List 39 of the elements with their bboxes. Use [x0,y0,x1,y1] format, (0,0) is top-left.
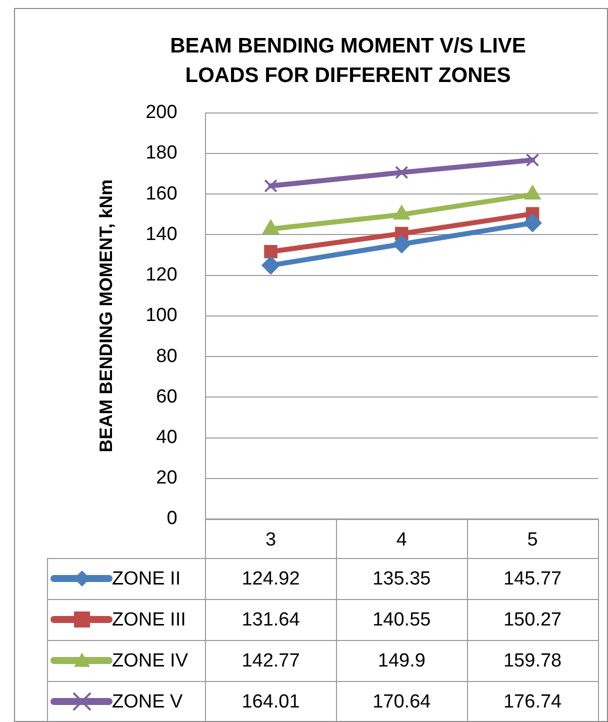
y-tick-label: 20 [156,468,178,489]
point [394,166,408,180]
legend-label: ZONE III [112,610,186,631]
y-tick-label: 120 [146,264,178,286]
data-label: 164.01 [242,692,300,713]
data-label: 150.27 [503,610,562,631]
legend-label: ZONE II [112,568,181,590]
data-label: 142.77 [242,650,300,672]
legend-label: ZONE V [112,692,184,713]
y-tick-label: 180 [146,142,178,164]
y-tick-label: 160 [146,183,178,204]
x-tick-label: 5 [527,530,538,551]
y-tick-label: 80 [156,346,178,367]
y-tick-label: 0 [166,508,178,530]
data-label: 159.78 [503,650,562,672]
data-label: 140.55 [372,610,431,631]
point [262,256,280,274]
x-tick-label: 3 [265,530,276,551]
legend-label: ZONE IV [112,650,188,672]
x-tick-label: 4 [396,530,408,551]
data-label: 135.35 [372,568,431,590]
chart-title: BEAM BENDING MOMENT V/S LIVE LOADS FOR DIFFERENT ZONES [170,34,526,87]
point [264,244,278,258]
data-label: 149.9 [378,650,426,672]
y-tick-label: 40 [156,426,178,448]
data-label: 124.92 [242,568,300,590]
y-tick-label: 140 [146,224,178,245]
data-label: 176.74 [503,692,562,713]
point [526,153,540,167]
data-label: 145.77 [503,568,562,590]
y-tick-label: 100 [146,305,178,326]
point [392,235,411,254]
point [264,179,278,193]
y-tick-label: 60 [156,386,178,408]
y-tick-label: 200 [146,102,178,124]
y-axis-title: BEAM BENDING MOMENT, kNm [96,179,116,452]
point [524,214,542,232]
data-label: 170.64 [372,692,432,713]
data-label: 131.64 [242,610,300,631]
